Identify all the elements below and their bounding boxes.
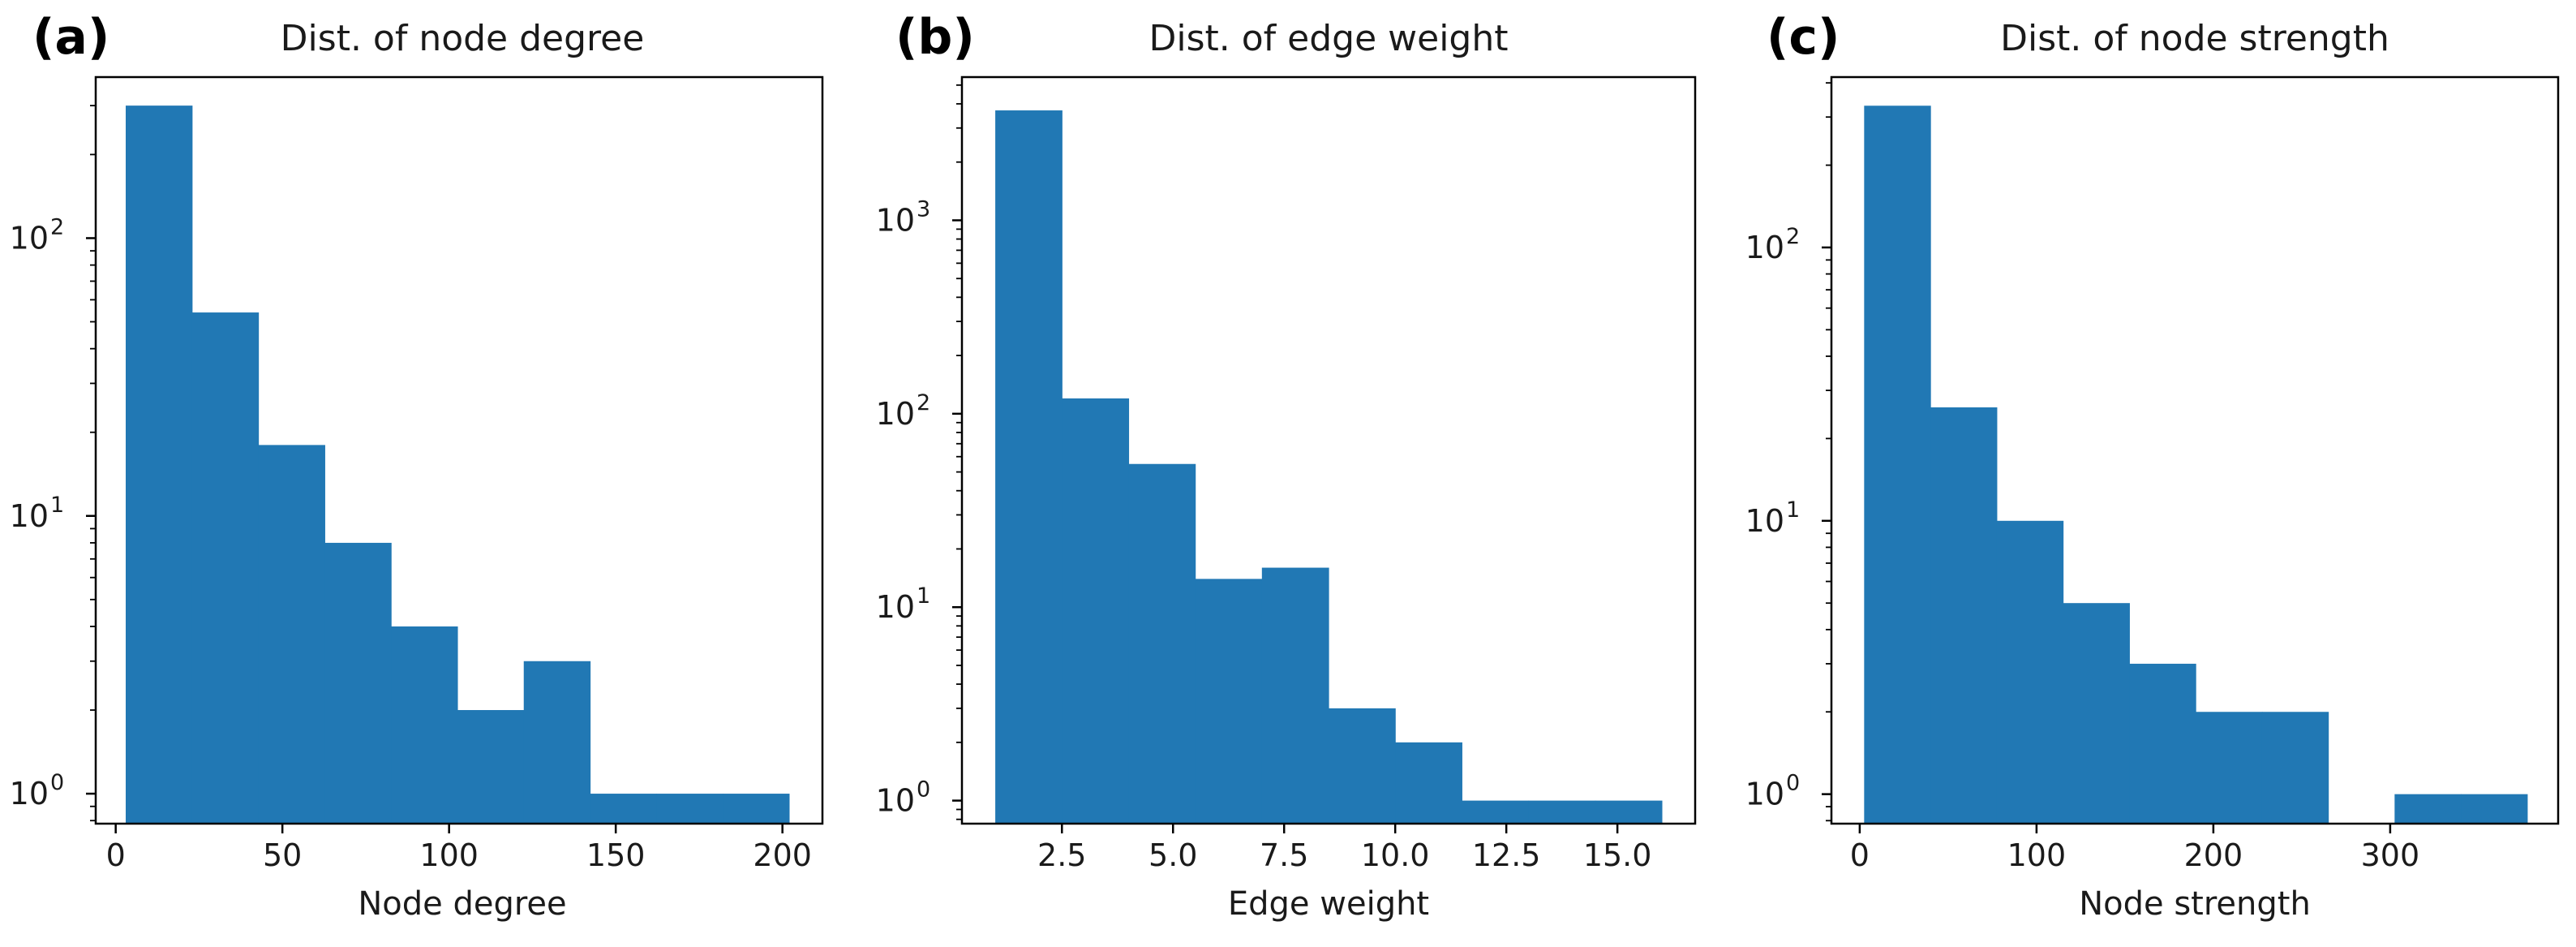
y-tick-label: 10 — [876, 589, 915, 625]
x-tick-label: 200 — [753, 837, 812, 873]
y-tick-exponent: 1 — [50, 493, 64, 518]
y-tick-exponent: 1 — [917, 583, 930, 609]
histogram-bar — [1528, 800, 1596, 824]
histogram-bar — [1930, 407, 1998, 824]
histogram-bar — [258, 445, 325, 824]
histogram-bar — [656, 794, 723, 824]
histogram-bar — [1195, 579, 1263, 824]
y-tick-label: 10 — [876, 783, 915, 819]
histogram-bar — [590, 794, 657, 824]
y-tick-label: 10 — [876, 396, 915, 432]
histogram-bar — [1261, 567, 1329, 824]
histogram-bar — [2196, 712, 2263, 824]
x-tick-label: 100 — [2007, 837, 2067, 873]
y-tick-exponent: 0 — [917, 777, 930, 803]
x-tick-label: 300 — [2361, 837, 2420, 873]
histogram-bar — [995, 110, 1063, 824]
x-tick-label: 100 — [419, 837, 479, 873]
y-tick-exponent: 3 — [917, 196, 930, 222]
histogram-bar — [1462, 800, 1530, 824]
axes-frame — [960, 75, 1697, 825]
panel-label: (c) — [1767, 9, 1840, 66]
histogram-bar — [457, 710, 525, 824]
axes-frame — [1830, 75, 2560, 825]
y-tick-exponent: 0 — [1786, 771, 1800, 796]
x-tick-label: 150 — [586, 837, 646, 873]
histogram-bar — [1864, 105, 1931, 824]
y-tick-exponent: 2 — [50, 214, 64, 239]
x-tick-label: 0 — [106, 837, 126, 873]
axes-frame — [94, 75, 824, 825]
y-tick-exponent: 1 — [1786, 497, 1800, 523]
x-tick-label: 2.5 — [1037, 837, 1086, 873]
histogram-bar — [1062, 398, 1130, 824]
x-axis-label: Edge weight — [1228, 885, 1429, 923]
histogram-bar — [2063, 603, 2130, 824]
histogram-bar — [391, 626, 458, 824]
histogram-bar — [2129, 663, 2196, 824]
histogram-bar — [2461, 794, 2528, 824]
chart-title: Dist. of node degree — [281, 18, 645, 59]
histogram-bar — [1996, 520, 2064, 824]
x-axis-label: Node degree — [358, 885, 566, 923]
chart-title: Dist. of node strength — [2000, 18, 2389, 59]
histogram-bar — [2261, 712, 2329, 824]
y-tick-exponent: 2 — [1786, 224, 1800, 249]
y-tick-exponent: 2 — [917, 390, 930, 415]
x-tick-label: 15.0 — [1583, 837, 1652, 873]
histogram-bar — [1128, 463, 1196, 824]
panel-label: (b) — [895, 9, 975, 66]
panel-b: (b) Dist. of edge weight 2.5 5.0 7.5 10.0 12… — [876, 9, 1697, 923]
histogram-bar — [324, 542, 392, 824]
y-tick-label: 10 — [1745, 230, 1784, 265]
y-tick-label: 10 — [10, 220, 49, 256]
y-tick-label: 10 — [1745, 777, 1784, 812]
x-tick-label: 12.5 — [1472, 837, 1541, 873]
histogram-bar — [191, 312, 260, 824]
histogram-bar — [125, 105, 193, 824]
y-tick-label: 10 — [10, 498, 49, 534]
x-axis-label: Node strength — [2079, 885, 2311, 923]
y-tick-label: 10 — [10, 776, 49, 811]
x-tick-label: 50 — [263, 837, 302, 873]
histogram-bar — [2394, 794, 2462, 824]
y-tick-label: 10 — [1745, 503, 1784, 539]
histogram-bar — [723, 794, 790, 824]
x-tick-label: 0 — [1850, 837, 1870, 873]
x-tick-label: 200 — [2184, 837, 2243, 873]
y-tick-label: 10 — [876, 202, 915, 238]
y-tick-exponent: 0 — [50, 770, 64, 795]
panel-label: (a) — [32, 9, 109, 66]
x-tick-label: 7.5 — [1260, 837, 1308, 873]
x-tick-label: 5.0 — [1148, 837, 1197, 873]
x-tick-label: 10.0 — [1361, 837, 1430, 873]
chart-title: Dist. of edge weight — [1149, 18, 1509, 59]
histogram-bar — [1395, 742, 1462, 824]
histogram-bar — [523, 661, 591, 824]
histogram-bar — [1595, 800, 1663, 824]
histogram-bar — [1329, 708, 1396, 824]
